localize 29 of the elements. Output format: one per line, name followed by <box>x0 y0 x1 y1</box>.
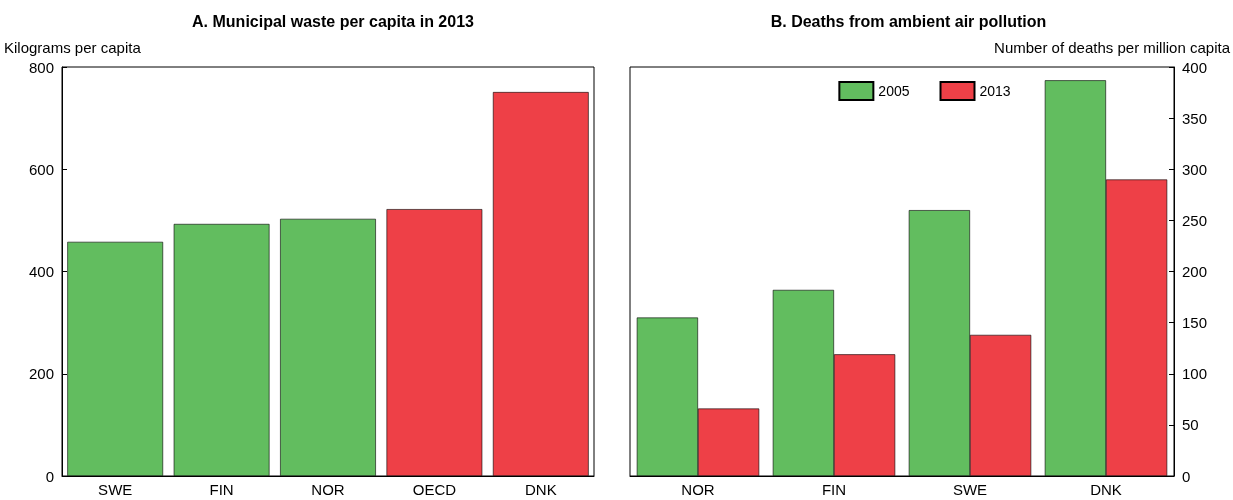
x-tick-label: FIN <box>821 481 847 498</box>
x-tick-label: FIN <box>209 481 234 498</box>
legend-label: 2013 <box>979 83 1011 99</box>
chart-title: B. Deaths from ambient air pollution <box>770 12 1047 30</box>
y2-tick-label: 50 <box>1182 416 1199 434</box>
y-axis-title: Kilograms per capita <box>4 39 142 56</box>
chart-title: A. Municipal waste per capita in 2013 <box>192 12 475 30</box>
y2-tick-label: 400 <box>1182 58 1208 76</box>
x-tick-label: NOR <box>681 481 715 498</box>
y-tick-label: 400 <box>28 263 54 280</box>
y2-tick-label: 250 <box>1182 211 1208 229</box>
y2-tick-label: 350 <box>1182 109 1208 127</box>
x-tick-label: DNK <box>1090 481 1122 498</box>
y2-tick-label: 100 <box>1182 365 1208 383</box>
x-tick-label: SWE <box>952 481 988 498</box>
x-tick-label: NOR <box>311 481 345 498</box>
y2-tick-label: 200 <box>1182 263 1208 280</box>
y-tick-label: 200 <box>28 365 54 383</box>
y2-tick-label: 300 <box>1182 160 1208 178</box>
y2-tick-label: 150 <box>1182 314 1208 332</box>
y-tick-label: 0 <box>45 467 54 485</box>
y2-tick-label: 0 <box>1182 467 1191 485</box>
legend-label: 2005 <box>878 83 910 99</box>
y2-axis-title: Number of deaths per million capita <box>994 39 1231 56</box>
x-tick-label: OECD <box>412 481 457 498</box>
y-tick-label: 600 <box>28 160 54 178</box>
y-tick-label: 800 <box>28 58 54 76</box>
x-tick-label: SWE <box>98 481 133 498</box>
x-tick-label: DNK <box>524 481 557 498</box>
